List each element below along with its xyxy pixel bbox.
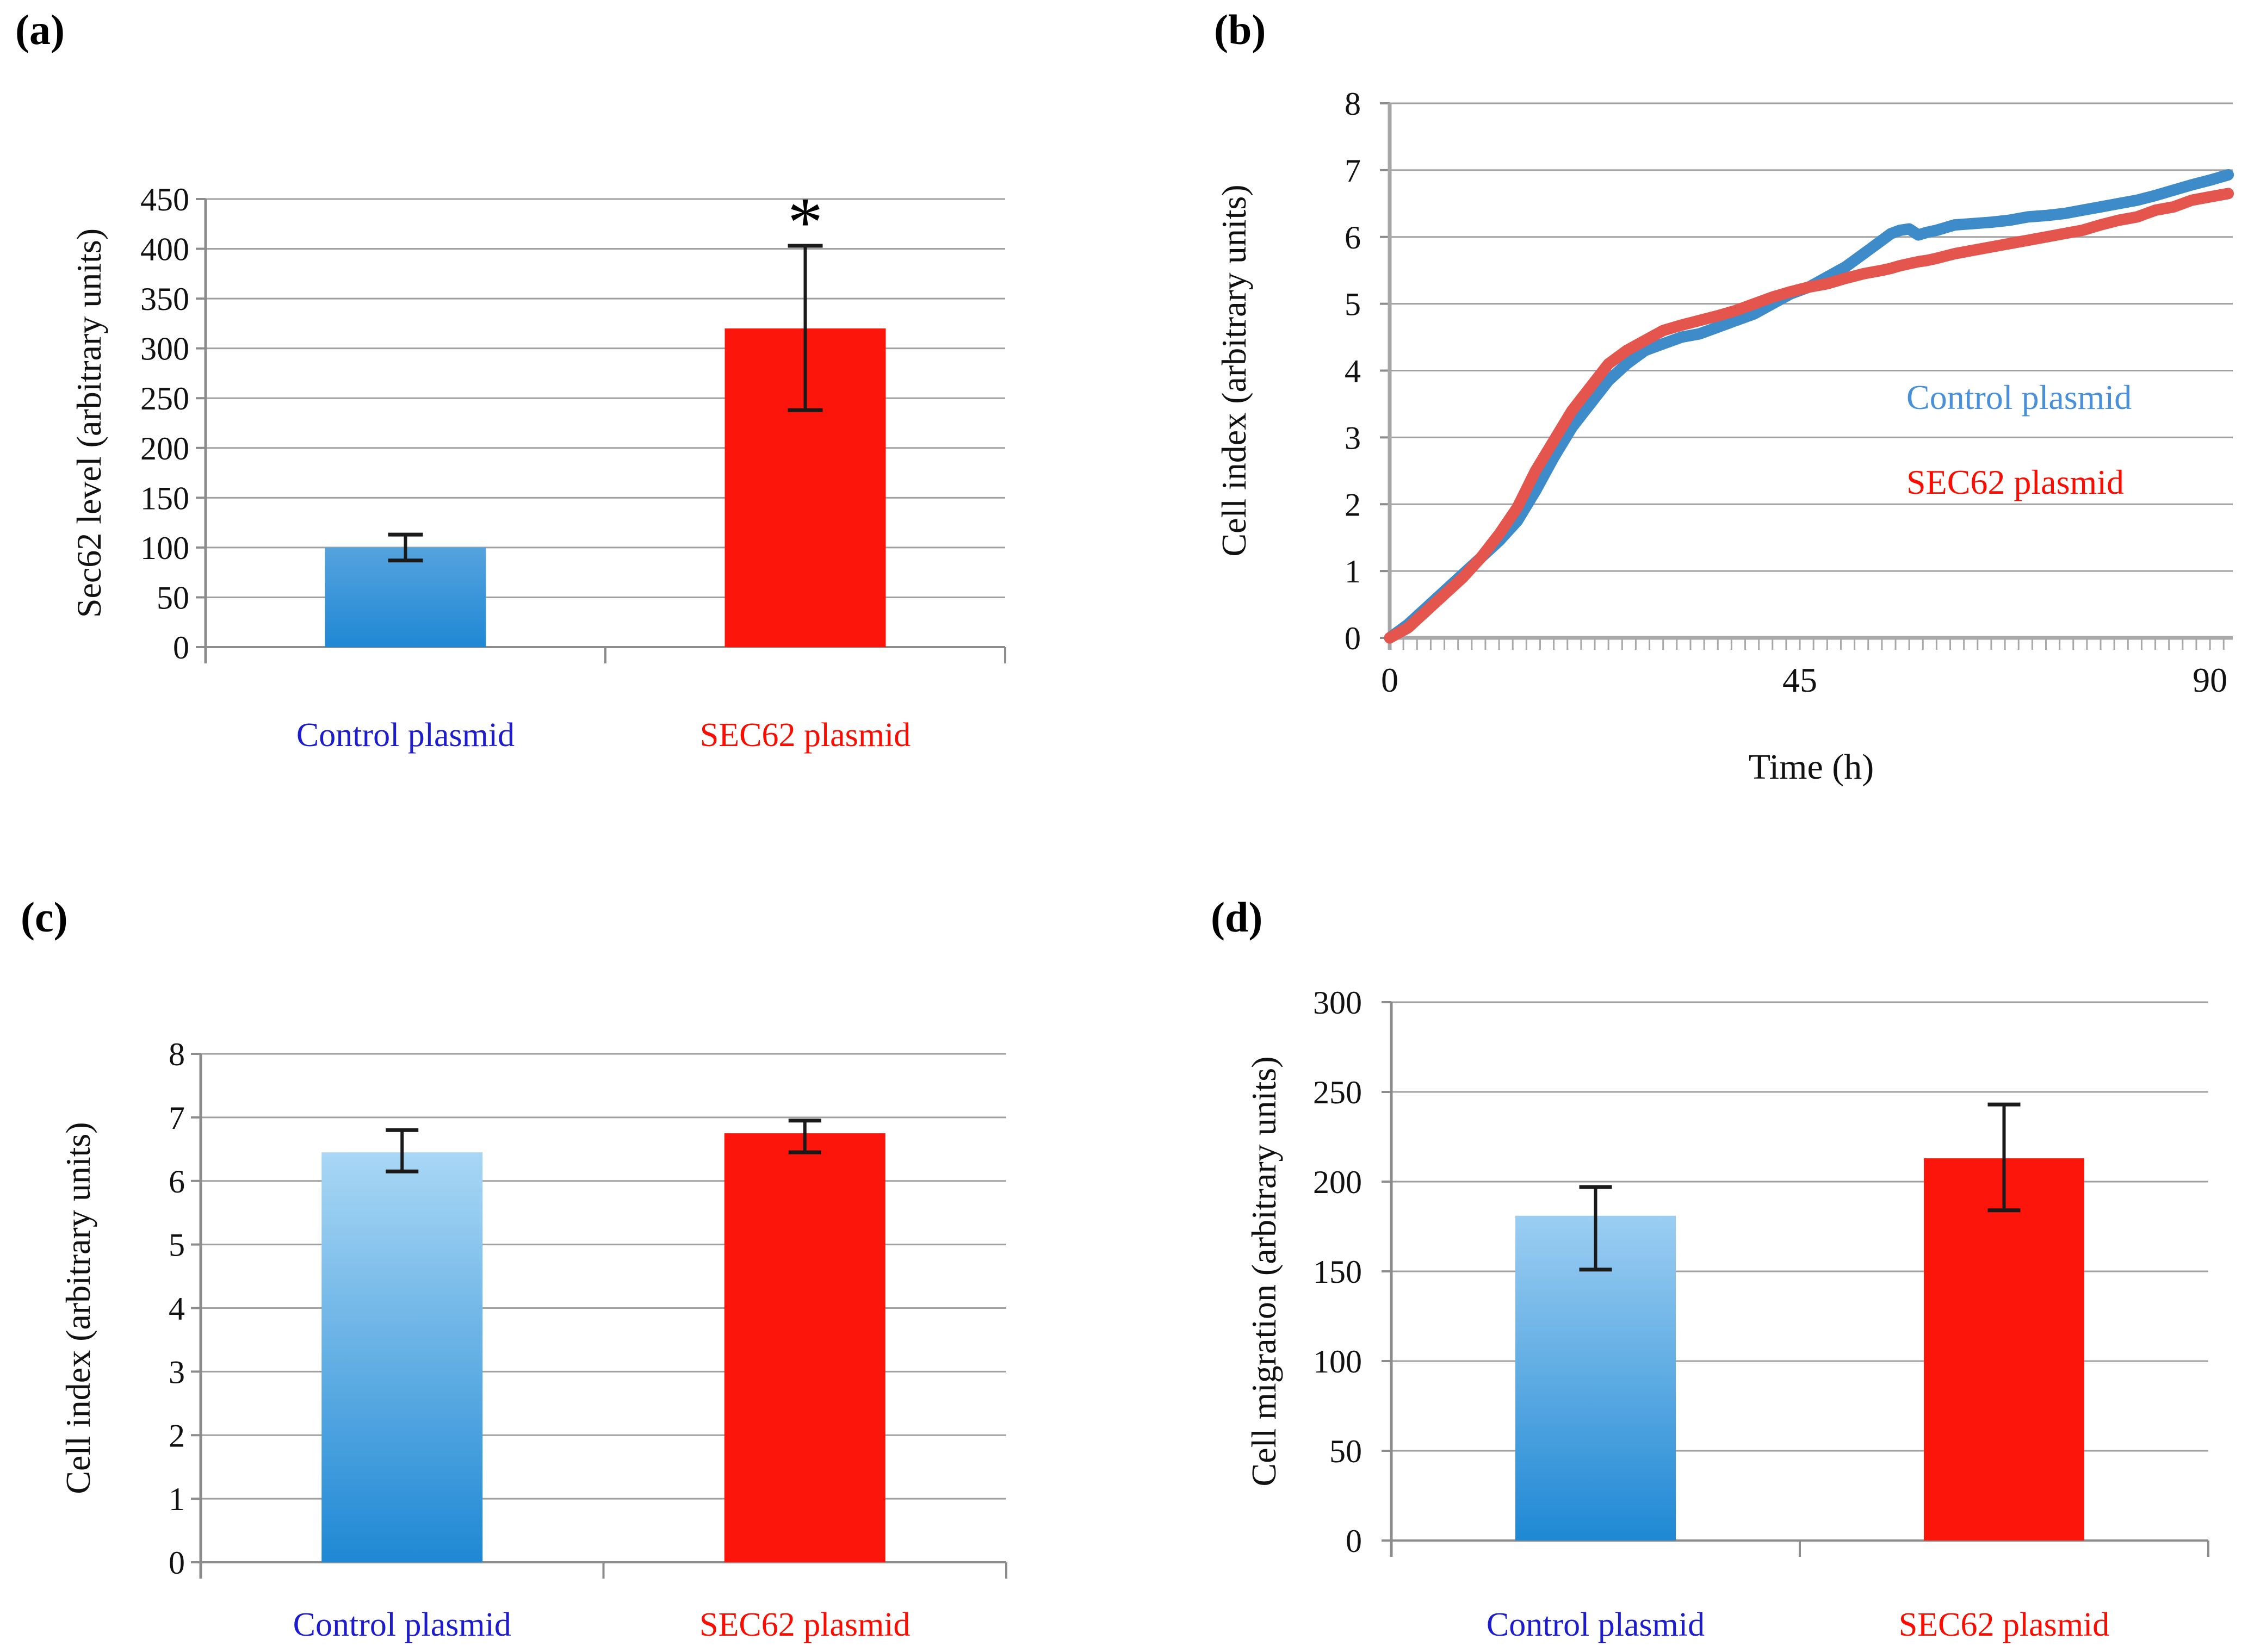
y-tick-label: 3	[1345, 420, 1361, 456]
y-tick-label: 300	[1313, 985, 1362, 1021]
y-tick-label: 5	[169, 1227, 185, 1263]
y-tick-label: 0	[169, 1545, 185, 1581]
y-tick-label: 100	[1313, 1344, 1362, 1380]
y-axis-title: Cell migration (arbitrary units)	[1244, 1057, 1283, 1487]
y-tick-label: 8	[169, 1036, 185, 1072]
y-tick-label: 150	[140, 480, 189, 516]
panel-c-chart: 0 1 2 3 4 5 6 7 8 Cell index (arbitrary units) Con…	[59, 1036, 1007, 1643]
y-tick-label: 2	[169, 1418, 185, 1454]
error-bar-sec62-plasmid	[1987, 1102, 2021, 1213]
y-tick-label: 7	[1345, 153, 1361, 189]
y-tick-label: 8	[1345, 86, 1361, 122]
y-tick-label: 200	[1313, 1164, 1362, 1200]
bar-sec62-plasmid	[1924, 1158, 2084, 1541]
category-label-sec62-plasmid: SEC62 plasmid	[699, 1606, 911, 1643]
y-tick-label: 2	[1345, 487, 1361, 523]
error-bar-control-plasmid	[1579, 1185, 1612, 1272]
error-bar-control-plasmid	[388, 532, 423, 563]
y-tick-label: 350	[140, 281, 189, 317]
x-axis-title: Time (h)	[1749, 747, 1874, 787]
error-bar-sec62-plasmid	[788, 1119, 821, 1154]
y-tick-label: 6	[169, 1164, 185, 1200]
panel-a-chart: 0 50 100 150 200 250 300 350 400 450 Sec62 level (…	[70, 182, 1006, 754]
y-tick-label: 300	[140, 331, 189, 367]
error-bar-sec62-plasmid	[788, 244, 823, 412]
y-axis-title: Cell index (arbitrary units)	[59, 1122, 97, 1494]
y-tick-label: 6	[1345, 220, 1361, 256]
y-tick-label: 200	[140, 431, 189, 467]
y-tick-label: 1	[169, 1481, 185, 1517]
y-tick-label: 450	[140, 182, 189, 218]
y-tick-label: 250	[1313, 1075, 1362, 1110]
x-tick-label: 90	[2193, 661, 2227, 699]
x-tick-label: 45	[1782, 661, 1817, 699]
y-tick-label: 100	[140, 530, 189, 566]
category-label-control-plasmid: Control plasmid	[1487, 1606, 1705, 1643]
series-sec62-plasmid	[1384, 188, 2234, 644]
bar-control-plasmid	[321, 1152, 483, 1562]
y-tick-label: 3	[169, 1354, 185, 1390]
category-label-sec62-plasmid: SEC62 plasmid	[1899, 1606, 2110, 1643]
y-tick-label: 150	[1313, 1254, 1362, 1290]
y-tick-label: 50	[1329, 1433, 1362, 1469]
category-label-sec62-plasmid: SEC62 plasmid	[700, 717, 911, 754]
x-tick-label: 0	[1381, 661, 1398, 699]
category-label-control-plasmid: Control plasmid	[296, 717, 515, 754]
series-control-plasmid	[1384, 169, 2234, 644]
category-label-control-plasmid: Control plasmid	[293, 1606, 511, 1643]
panel-label-a: (a)	[15, 6, 65, 53]
y-tick-label: 0	[1346, 1523, 1362, 1559]
y-tick-label: 250	[140, 381, 189, 417]
y-tick-label: 4	[169, 1291, 185, 1327]
panel-label-b: (b)	[1214, 6, 1266, 53]
panel-d-chart: 0 50 100 150 200 250 300 Cell migration (arbitr…	[1244, 985, 2209, 1643]
significance-asterisk: *	[788, 183, 823, 262]
y-tick-label: 50	[157, 580, 189, 616]
y-axis-title: Cell index (arbitrary units)	[1215, 184, 1253, 556]
y-axis-title: Sec62 level (arbitrary units)	[70, 228, 108, 618]
panel-label-d: (d)	[1211, 893, 1263, 941]
legend-entry-sec62-plasmid: SEC62 plasmid	[1906, 463, 2124, 501]
bar-sec62-plasmid	[724, 1133, 885, 1562]
y-tick-label: 0	[173, 630, 189, 666]
legend-entry-control-plasmid: Control plasmid	[1906, 378, 2132, 417]
y-tick-label: 1	[1345, 554, 1361, 589]
y-tick-label: 0	[1345, 620, 1361, 656]
panel-label-c: (c)	[21, 893, 68, 941]
y-tick-label: 7	[169, 1100, 185, 1136]
error-bar-control-plasmid	[386, 1128, 419, 1173]
bar-control-plasmid	[325, 547, 486, 647]
y-tick-label: 400	[140, 232, 189, 268]
y-tick-label: 5	[1345, 287, 1361, 322]
y-tick-label: 4	[1345, 353, 1361, 389]
